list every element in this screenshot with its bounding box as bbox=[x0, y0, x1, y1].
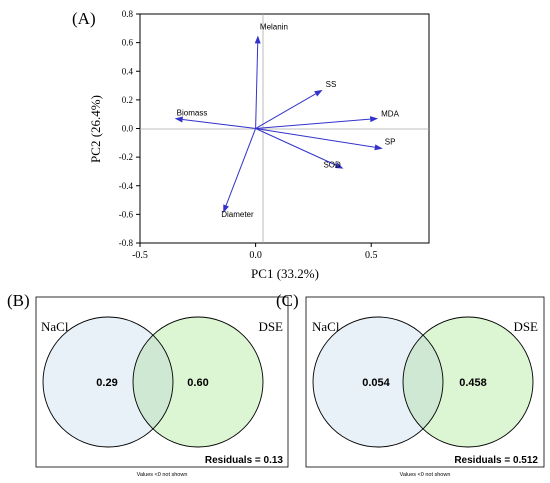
vector-arrowhead bbox=[314, 89, 323, 97]
y-tick-label: -0.8 bbox=[119, 238, 134, 248]
plot-frame bbox=[139, 13, 430, 244]
panel-b-label: (B) bbox=[7, 291, 30, 310]
venn-set-label-dse: DSE bbox=[513, 319, 538, 334]
venn-note: Values <0 not shown bbox=[400, 472, 451, 478]
vector-arrowhead bbox=[374, 144, 383, 151]
vector-arrowhead bbox=[174, 116, 183, 123]
pca-biplot: -0.8 -0.6 -0.4 -0.2 0.0 0.2 0.4 0.6 0.8 -0.5 0.0 0… bbox=[88, 9, 430, 281]
x-tick-label: 0.0 bbox=[249, 250, 262, 261]
x-tick-label: 0.5 bbox=[365, 250, 378, 261]
vector-label: SOD bbox=[323, 161, 341, 170]
venn-residuals: Residuals = 0.512 bbox=[454, 455, 538, 466]
venn-value-nacl: 0.054 bbox=[362, 377, 390, 389]
vector-arrowhead bbox=[369, 116, 379, 123]
venn-circle-nacl bbox=[43, 317, 173, 447]
y-axis: -0.8 -0.6 -0.4 -0.2 0.0 0.2 0.4 0.6 0.8 bbox=[119, 9, 140, 248]
vector-arrowhead bbox=[223, 204, 229, 213]
venn-outline-nacl bbox=[42, 316, 174, 448]
vector-arrowhead bbox=[334, 162, 344, 169]
loading-vectors: Melanin SS MDA Biomass SP SOD Diameter bbox=[174, 22, 400, 219]
venn-value-nacl: 0.29 bbox=[96, 377, 117, 389]
vector-label: SP bbox=[385, 138, 396, 147]
vector-label: MDA bbox=[381, 109, 399, 118]
venn-circle-nacl bbox=[313, 317, 443, 447]
panel-c-label: (C) bbox=[276, 291, 299, 310]
y-axis-label: PC2 (26.4%) bbox=[88, 95, 103, 163]
venn-set-label-nacl: NaCl bbox=[41, 319, 69, 334]
vector-label: Biomass bbox=[177, 108, 208, 117]
x-axis: -0.5 0.0 0.5 bbox=[132, 243, 377, 261]
y-tick-label: -0.4 bbox=[119, 181, 134, 191]
vector-label: SS bbox=[326, 80, 337, 89]
vector-line bbox=[255, 43, 259, 129]
venn-residuals: Residuals = 0.13 bbox=[205, 455, 284, 466]
venn-outline-dse bbox=[402, 316, 534, 448]
vector-line bbox=[255, 128, 375, 148]
venn-circle-dse bbox=[403, 317, 533, 447]
venn-outline-dse bbox=[132, 316, 264, 448]
y-tick-label: 0.8 bbox=[122, 9, 134, 19]
vector-line bbox=[225, 128, 257, 206]
y-tick-label: -0.6 bbox=[119, 209, 134, 219]
venn-value-dse: 0.458 bbox=[459, 377, 487, 389]
vector-line bbox=[182, 118, 256, 129]
x-tick-label: -0.5 bbox=[132, 250, 148, 261]
vector-label: Melanin bbox=[260, 22, 288, 31]
venn-set-label-dse: DSE bbox=[258, 319, 283, 334]
y-tick-label: 0.6 bbox=[122, 38, 134, 48]
vector-line bbox=[255, 93, 316, 129]
x-axis-label: PC1 (33.2%) bbox=[251, 266, 319, 281]
venn-set-label-nacl: NaCl bbox=[312, 319, 340, 334]
y-tick-label: -0.2 bbox=[119, 152, 133, 162]
vector-label: Diameter bbox=[221, 210, 254, 219]
y-tick-label: 0.2 bbox=[122, 95, 133, 105]
vector-line bbox=[255, 118, 371, 129]
venn-note: Values <0 not shown bbox=[137, 472, 188, 478]
venn-circle-dse bbox=[133, 317, 263, 447]
venn-diagram-c: NaCl DSE 0.054 0.458 Residuals = 0.512 V… bbox=[305, 296, 545, 478]
vector-arrowhead bbox=[254, 35, 261, 44]
venn-diagram-b: NaCl DSE 0.29 0.60 Residuals = 0.13 Valu… bbox=[35, 296, 289, 478]
vector-line bbox=[255, 128, 337, 166]
panel-a-label: (A) bbox=[72, 9, 96, 28]
y-tick-label: 0.0 bbox=[122, 124, 134, 134]
venn-outline-nacl bbox=[312, 316, 444, 448]
y-tick-label: 0.4 bbox=[122, 66, 134, 76]
venn-value-dse: 0.60 bbox=[187, 377, 208, 389]
